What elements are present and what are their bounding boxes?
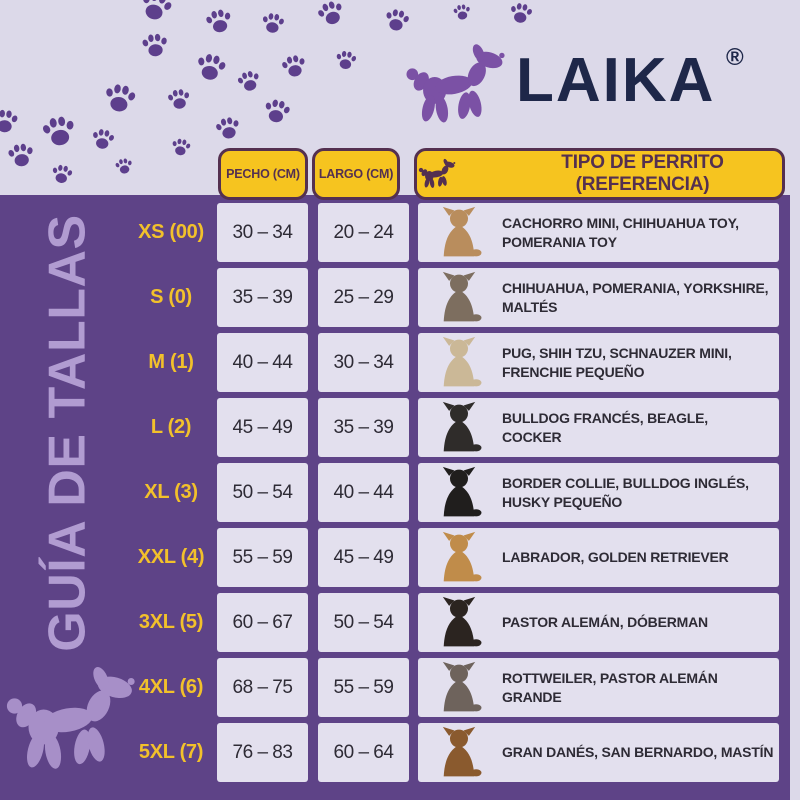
paw-print-icon [99,77,141,119]
column-header-reference: TIPO DE PERRITO (REFERENCIA) [414,148,785,200]
dog-photo [430,531,488,585]
reference-cell: BULLDOG FRANCÉS, BEAGLE, COCKER [418,398,779,457]
reference-text: GRAN DANÉS, SAN BERNARDO, MASTÍN [502,744,774,761]
size-label: 4XL (6) [138,676,204,698]
paw-print-icon [258,8,287,37]
paw-print-icon [88,124,118,154]
chest-value-cell: 76 – 83 [217,723,308,782]
reference-cell: PASTOR ALEMÁN, DÓBERMAN [418,593,779,652]
length-value-cell: 55 – 59 [318,658,409,717]
size-label: M (1) [148,351,194,373]
brand-logo: LAIKA ® [404,40,800,140]
dog-photo [430,661,488,715]
paw-print-icon [168,134,193,159]
reference-text: PASTOR ALEMÁN, DÓBERMAN [502,614,708,631]
column-header-reference-text: TIPO DE PERRITO (REFERENCIA) [561,152,724,195]
paw-print-icon [211,111,244,144]
length-value-cell: 45 – 49 [318,528,409,587]
reference-text: LABRADOR, GOLDEN RETRIEVER [502,549,729,566]
paw-print-icon [451,1,474,24]
brand-name: LAIKA [516,46,716,115]
chest-value-cell: 45 – 49 [217,398,308,457]
length-value-cell: 60 – 64 [318,723,409,782]
paw-print-icon [164,84,193,113]
paw-print-icon [233,65,265,97]
reference-cell: ROTTWEILER, PASTOR ALEMÁN GRANDE [418,658,779,717]
chest-value-cell: 35 – 39 [217,268,308,327]
length-value-cell: 50 – 54 [318,593,409,652]
reference-text: ROTTWEILER, PASTOR ALEMÁN GRANDE [502,670,718,705]
reference-cell: BORDER COLLIE, BULLDOG INGLÉS, HUSKY PEQ… [418,463,779,522]
reference-text: BULLDOG FRANCÉS, BEAGLE, COCKER [502,410,708,445]
paw-print-icon [191,47,231,87]
size-label: 3XL (5) [138,611,204,633]
reference-cell: CACHORRO MINI, CHIHUAHUA TOY, POMERANIA … [418,203,779,262]
table-row: L (2) 45 – 49 35 – 39 BULLDOG FRANCÉS, B… [0,398,779,457]
paw-print-icon [139,29,172,62]
chest-value-cell: 50 – 54 [217,463,308,522]
size-label: 5XL (7) [138,741,204,763]
paw-print-icon [133,0,178,29]
paw-print-icon [112,154,135,177]
paw-print-icon [380,3,413,36]
paw-print-icon [201,3,237,39]
table-row: XS (00) 30 – 34 20 – 24 CACHORRO MINI, C… [0,203,779,262]
reference-cell: LABRADOR, GOLDEN RETRIEVER [418,528,779,587]
table-row: XL (3) 50 – 54 40 – 44 BORDER COLLIE, BU… [0,463,779,522]
paw-print-icon [332,46,359,73]
column-header-chest: PECHO (CM) [218,148,308,200]
reference-text: CHIHUAHUA, POMERANIA, YORKSHIRE, MALTÉS [502,280,769,315]
size-label: L (2) [150,416,192,438]
reference-cell: PUG, SHIH TZU, SCHNAUZER MINI, FRENCHIE … [418,333,779,392]
chest-value-cell: 40 – 44 [217,333,308,392]
column-header-length: LARGO (CM) [312,148,400,200]
balloon-dog-icon [417,158,459,190]
table-row: M (1) 40 – 44 30 – 34 PUG, SHIH TZU, SCH… [0,333,779,392]
reference-cell: CHIHUAHUA, POMERANIA, YORKSHIRE, MALTÉS [418,268,779,327]
size-label: XS (00) [138,221,204,243]
paw-print-icon [0,105,21,138]
paw-print-icon [277,49,310,82]
table-row: 5XL (7) 76 – 83 60 – 64 GRAN DANÉS, SAN … [0,723,779,782]
chest-value-cell: 55 – 59 [217,528,308,587]
chest-value-cell: 68 – 75 [217,658,308,717]
reference-text: BORDER COLLIE, BULLDOG INGLÉS, HUSKY PEQ… [502,475,749,510]
dog-photo [430,206,488,260]
dog-photo [430,596,488,650]
reference-text: CACHORRO MINI, CHIHUAHUA TOY, POMERANIA … [502,215,739,250]
dog-photo [430,466,488,520]
length-value-cell: 40 – 44 [318,463,409,522]
size-table-rows: XS (00) 30 – 34 20 – 24 CACHORRO MINI, C… [0,203,779,788]
paw-print-icon [4,138,38,172]
paw-print-icon [48,160,76,188]
dog-photo [430,726,488,780]
registered-trademark: ® [726,44,744,71]
size-label: S (0) [150,286,192,308]
length-value-cell: 35 – 39 [318,398,409,457]
paw-print-icon [259,93,295,129]
dog-photo [430,401,488,455]
dog-photo [430,271,488,325]
paw-print-icon [312,0,350,32]
length-value-cell: 30 – 34 [318,333,409,392]
length-value-cell: 20 – 24 [318,203,409,262]
reference-text: PUG, SHIH TZU, SCHNAUZER MINI, FRENCHIE … [502,345,732,380]
chest-value-cell: 30 – 34 [217,203,308,262]
paw-print-icon [506,0,536,28]
size-label: XL (3) [144,481,198,503]
paw-print-icon [37,109,81,153]
table-row: 3XL (5) 60 – 67 50 – 54 PASTOR ALEMÁN, D… [0,593,779,652]
table-row: 4XL (6) 68 – 75 55 – 59 ROTTWEILER, PAST… [0,658,779,717]
table-row: XXL (4) 55 – 59 45 – 49 LABRADOR, GOLDEN… [0,528,779,587]
size-label: XXL (4) [137,546,205,568]
reference-cell: GRAN DANÉS, SAN BERNARDO, MASTÍN [418,723,779,782]
length-value-cell: 25 – 29 [318,268,409,327]
chest-value-cell: 60 – 67 [217,593,308,652]
dog-photo [430,336,488,390]
table-row: S (0) 35 – 39 25 – 29 CHIHUAHUA, POMERAN… [0,268,779,327]
balloon-dog-icon [404,42,512,128]
